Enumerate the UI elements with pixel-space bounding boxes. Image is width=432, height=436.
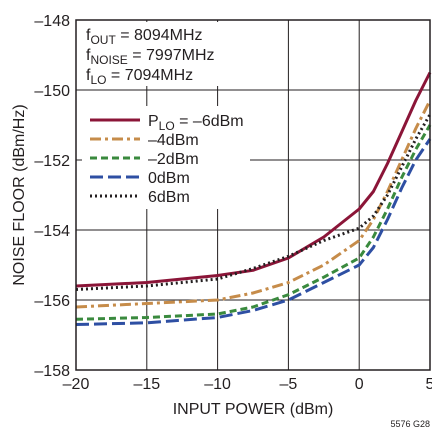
condition-line: fOUT = 8094MHz xyxy=(86,27,203,47)
y-tick-label: –148 xyxy=(34,13,70,30)
plot-series xyxy=(75,71,432,326)
plot-frame xyxy=(75,19,431,371)
legend-entry: –4dBm xyxy=(148,132,199,149)
legend-entry: 6dBm xyxy=(148,189,190,206)
legend-entry: 0dBm xyxy=(148,170,190,187)
x-tick-label: –20 xyxy=(63,376,90,393)
condition-line: fNOISE = 7997MHz xyxy=(86,47,215,67)
y-tick-label: –158 xyxy=(34,363,70,380)
series-line xyxy=(75,124,432,321)
y-tick-label: –152 xyxy=(34,153,70,170)
series-line xyxy=(75,113,432,291)
x-tick-label: –15 xyxy=(133,376,160,393)
tick-labels: –20 –15 –10 –5 0 5 –158 –156 –154 –152 –150 –148 xyxy=(34,13,432,393)
x-axis-label: INPUT POWER (dBm) xyxy=(173,401,334,418)
y-tick-label: –154 xyxy=(34,223,70,240)
y-axis-label: NOISE FLOOR (dBm/Hz) xyxy=(11,104,28,285)
legend: PLO = –6dBm–4dBm –2dBm 0dBm 6dBm xyxy=(82,106,250,209)
series-line xyxy=(75,71,432,288)
y-tick-label: –150 xyxy=(34,83,70,100)
legend-entry: PLO = –6dBm xyxy=(148,113,244,133)
x-tick-label: –5 xyxy=(280,376,298,393)
series-line xyxy=(75,138,432,326)
y-tick-label: –156 xyxy=(34,293,70,310)
x-tick-label: 0 xyxy=(355,376,364,393)
figure-code: 5576 G28 xyxy=(390,419,430,429)
x-tick-label: 5 xyxy=(426,376,432,393)
x-tick-label: –10 xyxy=(204,376,231,393)
legend-entry: –2dBm xyxy=(148,151,199,168)
condition-line: fLO = 7094MHz xyxy=(86,67,193,87)
